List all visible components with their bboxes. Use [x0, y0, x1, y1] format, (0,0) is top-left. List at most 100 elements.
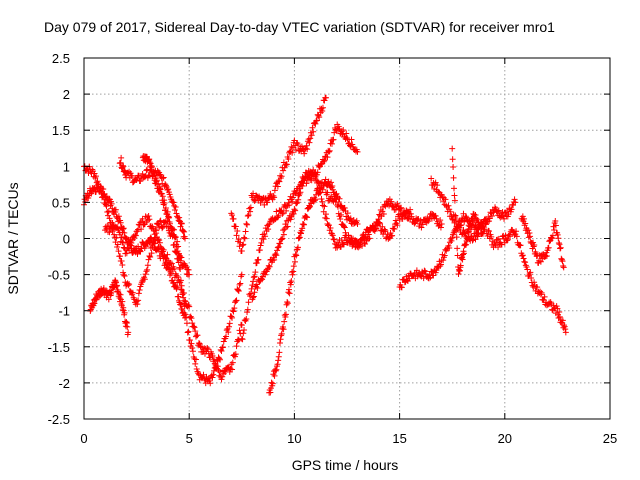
- data-point: [279, 235, 286, 242]
- data-point: [150, 239, 157, 246]
- y-tick-label: -1: [58, 304, 70, 319]
- data-point: [284, 299, 291, 306]
- data-point: [295, 196, 302, 203]
- data-point: [159, 224, 166, 231]
- data-point: [238, 248, 245, 255]
- data-point: [277, 240, 284, 247]
- data-point: [269, 380, 276, 387]
- data-point: [283, 161, 290, 168]
- data-point: [326, 147, 333, 154]
- data-point: [241, 317, 248, 324]
- y-tick-label: 1: [63, 159, 70, 174]
- data-point: [303, 213, 310, 220]
- data-point: [135, 290, 142, 297]
- data-point: [118, 234, 125, 241]
- data-point: [181, 297, 188, 304]
- data-point: [267, 389, 274, 396]
- data-point: [173, 210, 180, 217]
- data-point: [276, 349, 283, 356]
- data-point: [209, 352, 216, 359]
- data-point: [464, 235, 471, 242]
- data-point: [108, 289, 115, 296]
- data-point: [117, 253, 124, 260]
- data-point: [285, 155, 292, 162]
- data-point: [113, 282, 120, 289]
- data-point: [508, 206, 515, 213]
- data-point: [552, 222, 559, 229]
- data-point: [329, 186, 336, 193]
- data-point: [511, 196, 518, 203]
- data-point: [175, 243, 182, 250]
- data-point: [233, 297, 240, 304]
- data-point: [495, 235, 502, 242]
- data-point: [285, 286, 292, 293]
- data-point: [292, 251, 299, 258]
- data-point: [545, 244, 552, 251]
- data-point: [121, 229, 128, 236]
- data-point: [421, 267, 428, 274]
- data-point: [250, 293, 257, 300]
- data-point: [228, 313, 235, 320]
- data-point: [281, 318, 288, 325]
- data-point: [525, 234, 532, 241]
- data-point: [174, 273, 181, 280]
- data-point: [437, 224, 444, 231]
- data-point: [172, 234, 179, 241]
- data-point: [181, 235, 188, 242]
- data-point: [186, 314, 193, 321]
- data-point: [284, 300, 291, 307]
- data-point: [246, 205, 253, 212]
- y-tick-label: -2.5: [48, 412, 70, 427]
- data-point: [290, 268, 297, 275]
- data-point: [95, 181, 102, 188]
- data-point: [377, 227, 384, 234]
- y-tick-label: 0.5: [52, 195, 70, 210]
- data-point: [454, 245, 461, 252]
- data-point: [189, 320, 196, 327]
- data-point: [120, 225, 127, 232]
- data-point: [250, 274, 257, 281]
- data-point: [498, 241, 505, 248]
- data-point: [186, 303, 193, 310]
- y-axis-label: SDTVAR / TECUs: [5, 182, 21, 294]
- data-point: [138, 226, 145, 233]
- data-point: [271, 187, 278, 194]
- data-point: [289, 271, 296, 278]
- data-point: [288, 269, 295, 276]
- data-point: [192, 356, 199, 363]
- data-point: [451, 185, 458, 192]
- data-point: [549, 235, 556, 242]
- data-point: [281, 164, 288, 171]
- data-point: [106, 229, 113, 236]
- data-point: [195, 340, 202, 347]
- data-point: [537, 258, 544, 265]
- data-point: [266, 263, 273, 270]
- data-point: [270, 192, 277, 199]
- data-point: [522, 259, 529, 266]
- data-point: [519, 252, 526, 259]
- data-point: [318, 195, 325, 202]
- data-point: [398, 204, 405, 211]
- data-point: [347, 215, 354, 222]
- data-point: [204, 346, 211, 353]
- data-point: [460, 250, 467, 257]
- data-point: [321, 157, 328, 164]
- data-point: [234, 228, 241, 235]
- data-point: [266, 221, 273, 228]
- y-tick-label: 0: [63, 232, 70, 247]
- data-point: [244, 221, 251, 228]
- data-point: [316, 185, 323, 192]
- data-point: [144, 266, 151, 273]
- data-point: [276, 178, 283, 185]
- data-point: [521, 258, 528, 265]
- data-point: [495, 244, 502, 251]
- data-point: [474, 233, 481, 240]
- data-point: [280, 209, 287, 216]
- data-point: [291, 206, 298, 213]
- data-point: [454, 252, 461, 259]
- data-point: [231, 305, 238, 312]
- data-point: [280, 167, 287, 174]
- data-point: [104, 209, 111, 216]
- data-point: [194, 332, 201, 339]
- data-point: [243, 315, 250, 322]
